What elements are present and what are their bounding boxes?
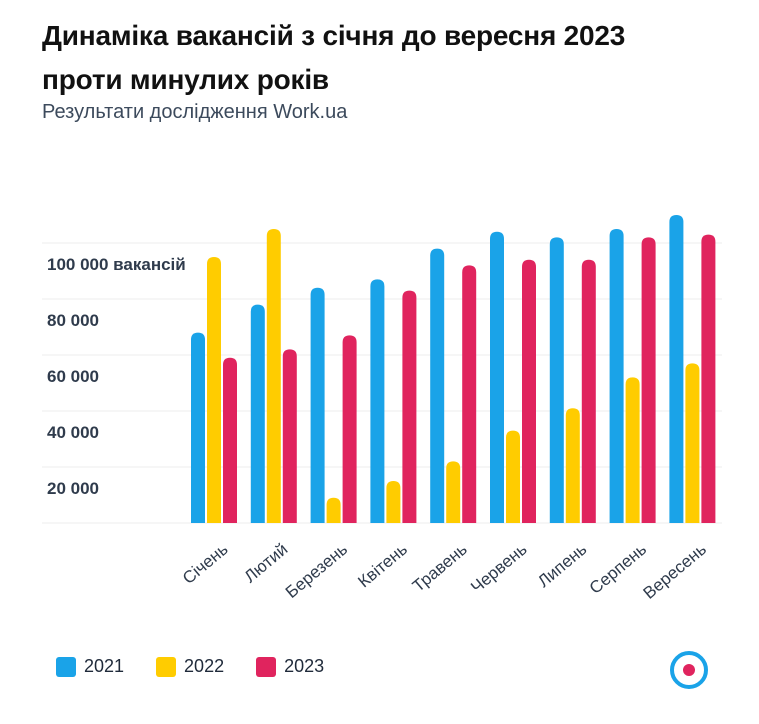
chart-legend: 2021 2022 2023 (56, 656, 356, 677)
bar-2023 (462, 265, 477, 523)
chart-title: Динаміка вакансій з січня до вересня 202… (42, 14, 742, 102)
bar-2023 (581, 259, 596, 523)
x-tick-label: Червень (467, 539, 530, 597)
bar-2022 (326, 497, 341, 523)
legend-swatch (56, 656, 76, 677)
bar-2022 (386, 481, 401, 523)
legend-item-2022: 2022 (156, 656, 224, 677)
legend-label: 2022 (184, 656, 225, 676)
bar-2022 (506, 430, 520, 523)
x-tick-label: Квітень (354, 539, 411, 591)
bar-2022 (685, 363, 700, 523)
bar-2022 (565, 408, 580, 523)
bar-2023 (701, 234, 716, 523)
legend-label: 2023 (284, 656, 325, 676)
y-tick-label: 100 000 вакансій (47, 255, 186, 274)
legend-swatch (156, 656, 177, 677)
bar-2023 (641, 237, 656, 523)
bar-2021 (490, 231, 504, 524)
y-tick-label: 80 000 (47, 311, 99, 330)
bar-2022 (446, 461, 461, 523)
bar-chart: 20 000 40 000 60 000 80 000 100 000 вакансій… (42, 215, 722, 603)
legend-label: 2021 (84, 656, 125, 676)
bar-2023 (342, 335, 357, 523)
chart-title-line-2: проти минулих років (42, 64, 329, 95)
x-tick-label: Березень (282, 539, 351, 602)
bar-2021 (669, 215, 684, 523)
x-tick-label: Травень (409, 539, 471, 595)
bar-2023 (522, 259, 536, 523)
chart-title-line-1: Динаміка вакансій з січня до вересня 202… (42, 20, 626, 51)
legend-item-2023: 2023 (256, 656, 324, 677)
bar-2021 (310, 287, 325, 523)
bar-2021 (430, 248, 445, 523)
bar-2022 (625, 377, 640, 523)
bar-2023 (402, 290, 417, 523)
work-ua-logo-icon (670, 651, 708, 689)
y-tick-label: 20 000 (47, 479, 99, 498)
y-tick-label: 60 000 (47, 367, 99, 386)
bar-2023 (223, 357, 237, 523)
bar-2021 (549, 237, 564, 523)
chart-subtitle: Результати дослідження Work.ua (42, 101, 348, 123)
bar-2022 (207, 257, 221, 523)
legend-swatch (256, 656, 277, 677)
legend-item-2021: 2021 (56, 656, 124, 677)
y-tick-label: 40 000 (47, 423, 99, 442)
bar-2022 (266, 229, 281, 523)
x-tick-label: Лютий (241, 540, 292, 587)
bar-2023 (282, 349, 297, 523)
bar-2021 (250, 304, 265, 523)
bar-2021 (609, 229, 624, 523)
bar-2021 (370, 279, 385, 523)
bar-2021 (191, 332, 205, 523)
x-tick-label: Січень (179, 539, 232, 587)
x-tick-label: Липень (534, 539, 590, 591)
x-tick-label: Вересень (640, 539, 710, 602)
